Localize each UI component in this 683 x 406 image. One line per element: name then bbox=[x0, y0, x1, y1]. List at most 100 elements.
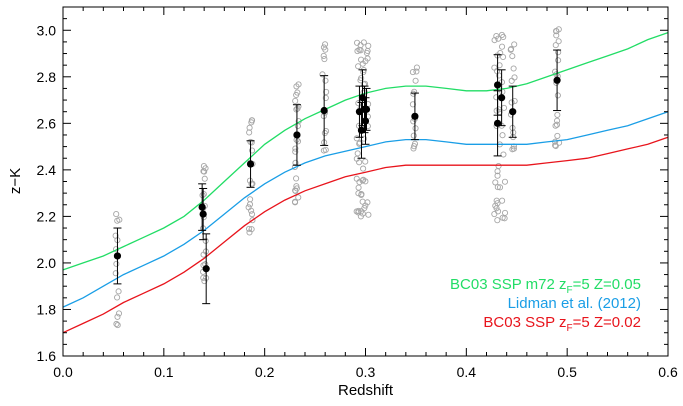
galaxy-point bbox=[495, 162, 502, 170]
galaxy-point bbox=[499, 88, 506, 95]
legend-entry-2: Lidman et al. (2012) bbox=[508, 295, 641, 312]
galaxy-point bbox=[247, 196, 254, 203]
galaxy-point bbox=[498, 31, 505, 39]
galaxy-point bbox=[200, 163, 207, 170]
galaxy-point bbox=[491, 64, 498, 71]
galaxy-point bbox=[200, 191, 207, 198]
galaxy-point bbox=[322, 77, 329, 84]
galaxy-point bbox=[357, 47, 364, 54]
galaxy-point bbox=[114, 217, 121, 224]
galaxy-point bbox=[113, 211, 120, 218]
galaxy-point bbox=[360, 165, 367, 172]
galaxy-point bbox=[493, 197, 500, 204]
galaxy-point bbox=[511, 97, 518, 105]
galaxy-point bbox=[554, 111, 561, 118]
galaxy-point bbox=[114, 294, 121, 301]
galaxy-point bbox=[320, 52, 327, 60]
galaxy-point bbox=[413, 64, 420, 71]
legend-text: =5 Z=0.05 bbox=[573, 276, 641, 293]
galaxy-point bbox=[322, 146, 329, 153]
galaxy-point bbox=[358, 208, 365, 215]
galaxy-point bbox=[249, 217, 256, 224]
cluster-mean-point bbox=[498, 94, 506, 102]
galaxy-point bbox=[292, 148, 299, 155]
galaxy-point bbox=[409, 69, 416, 76]
galaxy-point bbox=[359, 177, 366, 184]
model-curve-1 bbox=[62, 31, 669, 271]
galaxy-point bbox=[552, 142, 559, 150]
galaxy-point bbox=[112, 270, 119, 277]
galaxy-point bbox=[363, 49, 370, 56]
galaxy-point bbox=[320, 44, 327, 51]
cluster-mean-point bbox=[320, 106, 328, 115]
legend-text: BC03 SSP z bbox=[483, 314, 566, 331]
galaxy-point bbox=[555, 57, 562, 64]
y-tick-label: 2.0 bbox=[37, 255, 57, 271]
galaxy-point bbox=[246, 225, 253, 232]
galaxy-point bbox=[410, 132, 417, 139]
galaxy-point bbox=[499, 132, 506, 139]
x-tick-label: 0.6 bbox=[658, 364, 678, 380]
legend-text: F bbox=[567, 285, 573, 296]
galaxy-point bbox=[293, 183, 300, 190]
galaxy-point bbox=[553, 121, 561, 128]
cluster-mean-point bbox=[202, 265, 210, 273]
cluster-mean-point bbox=[493, 119, 502, 127]
galaxy-points bbox=[112, 26, 563, 329]
cluster-mean-point bbox=[411, 112, 419, 120]
galaxy-point bbox=[552, 42, 559, 49]
x-axis-label: Redshift bbox=[338, 382, 394, 399]
galaxy-point bbox=[494, 217, 501, 224]
cluster-mean-point bbox=[113, 252, 122, 260]
galaxy-point bbox=[114, 313, 121, 320]
legend-text: Lidman et al. (2012) bbox=[508, 295, 641, 312]
galaxy-point bbox=[510, 129, 517, 136]
galaxy-point bbox=[356, 179, 363, 186]
galaxy-point bbox=[291, 198, 299, 205]
galaxy-point bbox=[115, 310, 123, 317]
galaxy-point bbox=[323, 88, 330, 95]
y-tick-label: 2.6 bbox=[37, 115, 57, 131]
galaxy-point bbox=[497, 50, 504, 57]
galaxy-point bbox=[245, 204, 252, 211]
galaxy-point bbox=[319, 71, 326, 78]
galaxy-point bbox=[413, 68, 420, 75]
galaxy-point bbox=[358, 75, 365, 82]
galaxy-point bbox=[500, 53, 507, 61]
galaxy-point bbox=[511, 74, 518, 81]
galaxy-point bbox=[492, 179, 499, 186]
galaxy-point bbox=[322, 41, 329, 48]
y-tick-label: 2.4 bbox=[37, 162, 57, 178]
galaxy-point bbox=[353, 155, 360, 162]
galaxy-point bbox=[114, 322, 121, 329]
legend-text: F bbox=[567, 323, 573, 334]
legend-text: =5 Z=0.02 bbox=[573, 314, 641, 331]
cluster-mean-point bbox=[361, 117, 370, 125]
y-axis-label: z−K bbox=[7, 168, 24, 194]
galaxy-point bbox=[293, 175, 300, 182]
galaxy-point bbox=[355, 100, 362, 107]
galaxy-point bbox=[500, 151, 507, 158]
galaxy-point bbox=[494, 184, 501, 191]
cluster-means bbox=[113, 49, 562, 305]
galaxy-point bbox=[500, 104, 508, 111]
galaxy-point bbox=[362, 178, 369, 185]
galaxy-point bbox=[494, 172, 501, 179]
axis-ticks: 0.0 0.1 0.2 0.3 0.4 0.5 0.6 1.6 1.8 2.0 2.2 2.4 2.6 2… bbox=[37, 6, 678, 380]
galaxy-point bbox=[508, 99, 515, 106]
galaxy-point bbox=[554, 132, 561, 139]
cluster-mean-point bbox=[198, 203, 206, 211]
galaxy-point bbox=[353, 175, 360, 182]
galaxy-point bbox=[362, 158, 369, 165]
galaxy-point bbox=[248, 139, 255, 146]
galaxy-point bbox=[355, 184, 362, 191]
galaxy-point bbox=[553, 32, 560, 39]
cluster-mean-point bbox=[362, 105, 371, 113]
cluster-mean-point bbox=[357, 126, 366, 134]
legend-entry-3: BC03 SSP zF=5 Z=0.02 bbox=[483, 314, 641, 334]
x-tick-label: 0.3 bbox=[356, 364, 376, 380]
galaxy-point bbox=[249, 147, 256, 154]
y-tick-label: 1.6 bbox=[37, 348, 57, 364]
galaxy-point bbox=[201, 175, 208, 182]
